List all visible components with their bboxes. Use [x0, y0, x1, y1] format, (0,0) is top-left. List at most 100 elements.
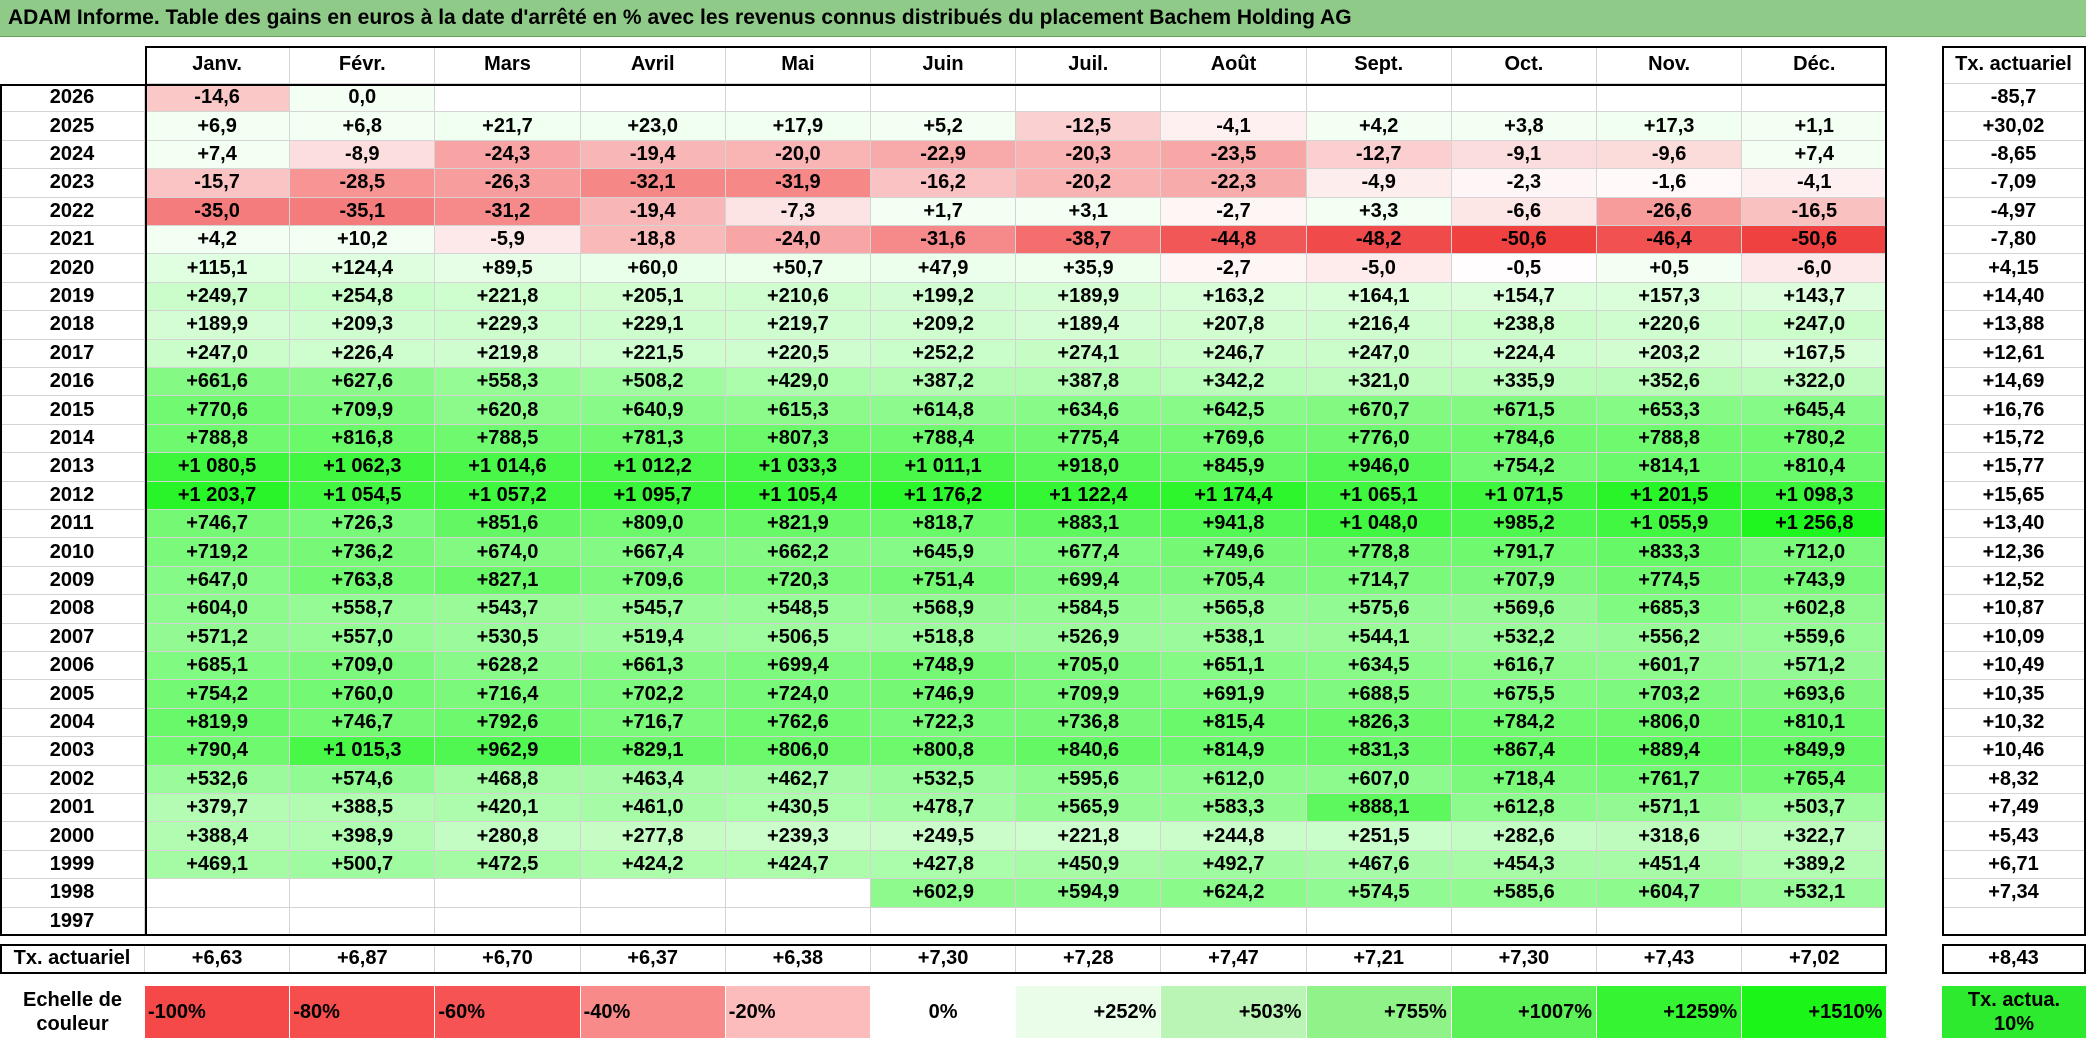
gain-cell: +1 011,1: [871, 453, 1017, 482]
gain-cell: +1 012,2: [580, 453, 726, 482]
gain-cell: +614,8: [871, 396, 1017, 425]
gain-cell: -50,6: [1742, 226, 1888, 255]
gain-cell: +941,8: [1161, 510, 1307, 539]
gain-cell: +703,2: [1597, 680, 1743, 709]
gain-cell: +5,2: [871, 112, 1017, 141]
gain-cell: +10,2: [290, 226, 436, 255]
gain-cell: +450,9: [1016, 850, 1162, 880]
gain-cell: +7,4: [145, 140, 291, 170]
gain-cell: +335,9: [1451, 368, 1597, 397]
scale-swatch: +1510%: [1742, 986, 1888, 1038]
gain-cell: +50,7: [725, 254, 871, 283]
gain-cell: +1 176,2: [871, 481, 1017, 510]
gain-cell: +612,8: [1451, 794, 1597, 823]
rate-cell: +13,40: [1942, 510, 2086, 539]
rate-cell: +7,34: [1942, 879, 2086, 908]
scale-extra: Tx. actua. 10%: [1942, 986, 2086, 1038]
footer-value: +6,38: [725, 944, 871, 974]
gain-cell: +675,5: [1451, 680, 1597, 709]
gain-cell: +788,4: [871, 424, 1017, 454]
gain-cell: +699,4: [1016, 566, 1162, 596]
rate-cell: [1942, 907, 2086, 936]
scale-swatch: 0%: [871, 986, 1017, 1038]
gain-cell: +815,4: [1161, 708, 1307, 738]
gain-cell: +651,1: [1161, 652, 1307, 681]
year-label: 2023: [0, 169, 145, 198]
gain-cell: +424,7: [725, 850, 871, 880]
year-label: 2018: [0, 311, 145, 340]
gain-cell: -26,3: [435, 169, 581, 198]
column-header: Juin: [871, 46, 1017, 84]
year-label: 2020: [0, 254, 145, 283]
footer-value: +7,30: [871, 944, 1017, 974]
gain-cell: +845,9: [1161, 453, 1307, 482]
gain-cell: +624,2: [1161, 879, 1307, 908]
gain-cell: +627,6: [290, 368, 436, 397]
gain-cell: +807,3: [725, 424, 871, 454]
year-label: 2003: [0, 737, 145, 766]
gain-cell: +985,2: [1451, 510, 1597, 539]
gain-cell: +7,4: [1742, 140, 1888, 170]
gain-cell: +451,4: [1597, 850, 1743, 880]
gain-cell: +387,2: [871, 368, 1017, 397]
gain-cell: -31,2: [435, 197, 581, 226]
gain-cell: +709,9: [290, 396, 436, 425]
year-label: 2016: [0, 368, 145, 397]
gain-cell: -15,7: [145, 169, 291, 198]
scale-swatch: +1259%: [1597, 986, 1743, 1038]
gain-cell: -31,9: [725, 169, 871, 198]
gain-cell: +246,7: [1161, 339, 1307, 368]
gain-cell: -1,6: [1597, 169, 1743, 198]
gain-cell: +115,1: [145, 254, 291, 283]
column-header: Juil.: [1016, 46, 1162, 84]
rate-cell: -7,09: [1942, 169, 2086, 198]
year-label: 2026: [0, 84, 145, 113]
scale-swatch: +503%: [1161, 986, 1307, 1038]
gain-cell: +883,1: [1016, 510, 1162, 539]
title-bar: ADAM Informe. Table des gains en euros à…: [0, 0, 2086, 37]
gain-cell: +210,6: [725, 282, 871, 312]
gain-cell: +565,9: [1016, 794, 1162, 823]
gain-cell: +746,7: [145, 510, 291, 539]
rate-cell: +5,43: [1942, 822, 2086, 851]
gain-cell: +506,5: [725, 623, 871, 652]
gain-cell: +545,7: [580, 595, 726, 624]
gain-cell: +251,5: [1306, 822, 1452, 851]
gain-cell: +219,8: [435, 339, 581, 368]
rate-cell: +10,46: [1942, 737, 2086, 766]
gain-cell: +558,7: [290, 595, 436, 624]
gain-cell: +154,7: [1451, 282, 1597, 312]
gain-cell: +342,2: [1161, 368, 1307, 397]
year-label: 2008: [0, 595, 145, 624]
footer-value: +7,47: [1161, 944, 1307, 974]
gain-cell: +503,7: [1742, 794, 1888, 823]
gain-cell: +352,6: [1597, 368, 1743, 397]
gain-cell: +736,2: [290, 538, 436, 567]
column-header: Févr.: [290, 46, 436, 84]
gain-cell: +247,0: [1306, 339, 1452, 368]
gain-cell: +556,2: [1597, 623, 1743, 652]
footer-value: +7,02: [1742, 944, 1888, 974]
footer-value: +7,21: [1306, 944, 1452, 974]
gain-cell: +189,9: [145, 311, 291, 340]
gain-cell: [1451, 907, 1597, 936]
gain-cell: +774,5: [1597, 566, 1743, 596]
gain-cell: +569,6: [1451, 595, 1597, 624]
gain-cell: [1016, 907, 1162, 936]
year-label: 2006: [0, 652, 145, 681]
gain-cell: +810,4: [1742, 453, 1888, 482]
gain-cell: +254,8: [290, 282, 436, 312]
gain-cell: +571,2: [1742, 652, 1888, 681]
year-label: 2024: [0, 140, 145, 170]
gain-cell: -18,8: [580, 226, 726, 255]
gain-cell: [871, 907, 1017, 936]
gain-cell: +207,8: [1161, 311, 1307, 340]
gain-cell: -4,1: [1161, 112, 1307, 141]
footer-label: Tx. actuariel: [0, 944, 145, 974]
gain-cell: +538,1: [1161, 623, 1307, 652]
gain-cell: +705,4: [1161, 566, 1307, 596]
gain-cell: +784,2: [1451, 708, 1597, 738]
gain-cell: -5,0: [1306, 254, 1452, 283]
gain-cell: +387,8: [1016, 368, 1162, 397]
gain-cell: -19,4: [580, 197, 726, 226]
